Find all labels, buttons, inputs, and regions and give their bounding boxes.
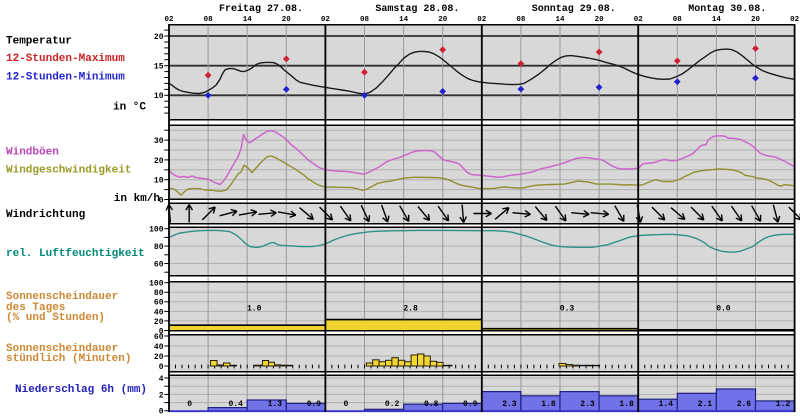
svg-text:2.1: 2.1 xyxy=(698,400,713,409)
svg-text:15: 15 xyxy=(154,63,164,72)
svg-text:08: 08 xyxy=(360,16,370,24)
svg-text:0.8: 0.8 xyxy=(424,400,439,409)
svg-text:stündlich (Minuten): stündlich (Minuten) xyxy=(6,353,131,365)
svg-text:Samstag 28.08.: Samstag 28.08. xyxy=(375,4,459,15)
svg-text:0: 0 xyxy=(187,400,192,409)
svg-text:20: 20 xyxy=(154,353,164,362)
svg-text:Freitag 27.08.: Freitag 27.08. xyxy=(219,3,303,15)
svg-text:20: 20 xyxy=(751,16,761,24)
svg-text:02: 02 xyxy=(790,16,800,24)
svg-text:1.8: 1.8 xyxy=(541,400,556,409)
svg-text:20: 20 xyxy=(154,157,164,166)
svg-text:10: 10 xyxy=(154,177,164,186)
svg-text:14: 14 xyxy=(555,16,565,24)
svg-text:2: 2 xyxy=(159,391,164,400)
svg-text:0.9: 0.9 xyxy=(307,400,322,409)
svg-text:1.0: 1.0 xyxy=(247,305,262,314)
svg-text:Montag 30.08.: Montag 30.08. xyxy=(688,4,766,15)
svg-text:02: 02 xyxy=(164,16,174,24)
svg-text:4: 4 xyxy=(159,375,164,384)
svg-text:0.3: 0.3 xyxy=(560,305,575,314)
svg-text:60: 60 xyxy=(154,260,164,269)
svg-text:100: 100 xyxy=(149,226,164,235)
svg-text:2.3: 2.3 xyxy=(580,400,595,409)
svg-text:20: 20 xyxy=(154,318,164,327)
svg-text:40: 40 xyxy=(154,308,164,317)
svg-text:2.3: 2.3 xyxy=(502,400,517,409)
svg-text:08: 08 xyxy=(204,16,214,24)
svg-text:1.2: 1.2 xyxy=(776,400,791,409)
svg-text:1.3: 1.3 xyxy=(268,400,283,409)
svg-text:Windböen: Windböen xyxy=(6,147,59,159)
svg-text:02: 02 xyxy=(477,16,487,24)
svg-text:0.9: 0.9 xyxy=(463,400,478,409)
svg-text:in km/h: in km/h xyxy=(114,193,160,205)
svg-text:0: 0 xyxy=(159,363,164,372)
svg-text:20: 20 xyxy=(282,16,292,24)
svg-text:1.8: 1.8 xyxy=(619,400,634,409)
svg-text:0: 0 xyxy=(159,408,164,417)
svg-text:20: 20 xyxy=(154,33,164,42)
svg-text:2.6: 2.6 xyxy=(737,400,752,409)
svg-text:08: 08 xyxy=(516,16,526,24)
svg-text:02: 02 xyxy=(634,16,644,24)
svg-text:80: 80 xyxy=(154,289,164,298)
svg-text:12-Stunden-Maximum: 12-Stunden-Maximum xyxy=(6,53,125,65)
svg-text:60: 60 xyxy=(154,333,164,342)
svg-text:14: 14 xyxy=(399,16,409,24)
svg-text:80: 80 xyxy=(154,243,164,252)
svg-text:Temperatur: Temperatur xyxy=(6,36,72,48)
svg-text:2.8: 2.8 xyxy=(403,305,418,314)
svg-text:14: 14 xyxy=(243,16,253,24)
svg-text:08: 08 xyxy=(673,16,683,24)
svg-text:0.2: 0.2 xyxy=(385,400,400,409)
svg-text:20: 20 xyxy=(438,16,448,24)
svg-text:0: 0 xyxy=(159,196,164,205)
svg-text:60: 60 xyxy=(154,299,164,308)
svg-text:in °C: in °C xyxy=(113,102,146,114)
svg-text:30: 30 xyxy=(154,137,164,146)
svg-text:02: 02 xyxy=(321,16,331,24)
svg-text:Niederschlag 6h (mm): Niederschlag 6h (mm) xyxy=(15,384,147,396)
svg-text:Sonnenscheindauer: Sonnenscheindauer xyxy=(6,343,118,355)
svg-text:40: 40 xyxy=(154,343,164,352)
svg-text:0.0: 0.0 xyxy=(716,305,731,314)
svg-text:0: 0 xyxy=(159,327,164,336)
svg-text:(% und Stunden): (% und Stunden) xyxy=(6,312,105,324)
svg-text:100: 100 xyxy=(149,280,164,289)
svg-text:0.4: 0.4 xyxy=(228,400,243,409)
svg-text:Windgeschwindigkeit: Windgeschwindigkeit xyxy=(6,165,131,177)
svg-text:des Tages: des Tages xyxy=(6,302,65,314)
svg-text:10: 10 xyxy=(154,92,164,101)
svg-text:14: 14 xyxy=(712,16,722,24)
svg-text:20: 20 xyxy=(595,16,605,24)
svg-text:Sonntag 29.08.: Sonntag 29.08. xyxy=(532,4,616,15)
svg-text:Windrichtung: Windrichtung xyxy=(6,209,85,221)
svg-text:rel. Luftfeuchtigkeit: rel. Luftfeuchtigkeit xyxy=(6,248,145,260)
svg-text:0: 0 xyxy=(343,400,348,409)
svg-text:12-Stunden-Minimum: 12-Stunden-Minimum xyxy=(6,72,125,84)
svg-text:Sonnenscheindauer: Sonnenscheindauer xyxy=(6,291,118,303)
svg-text:1.4: 1.4 xyxy=(659,400,674,409)
